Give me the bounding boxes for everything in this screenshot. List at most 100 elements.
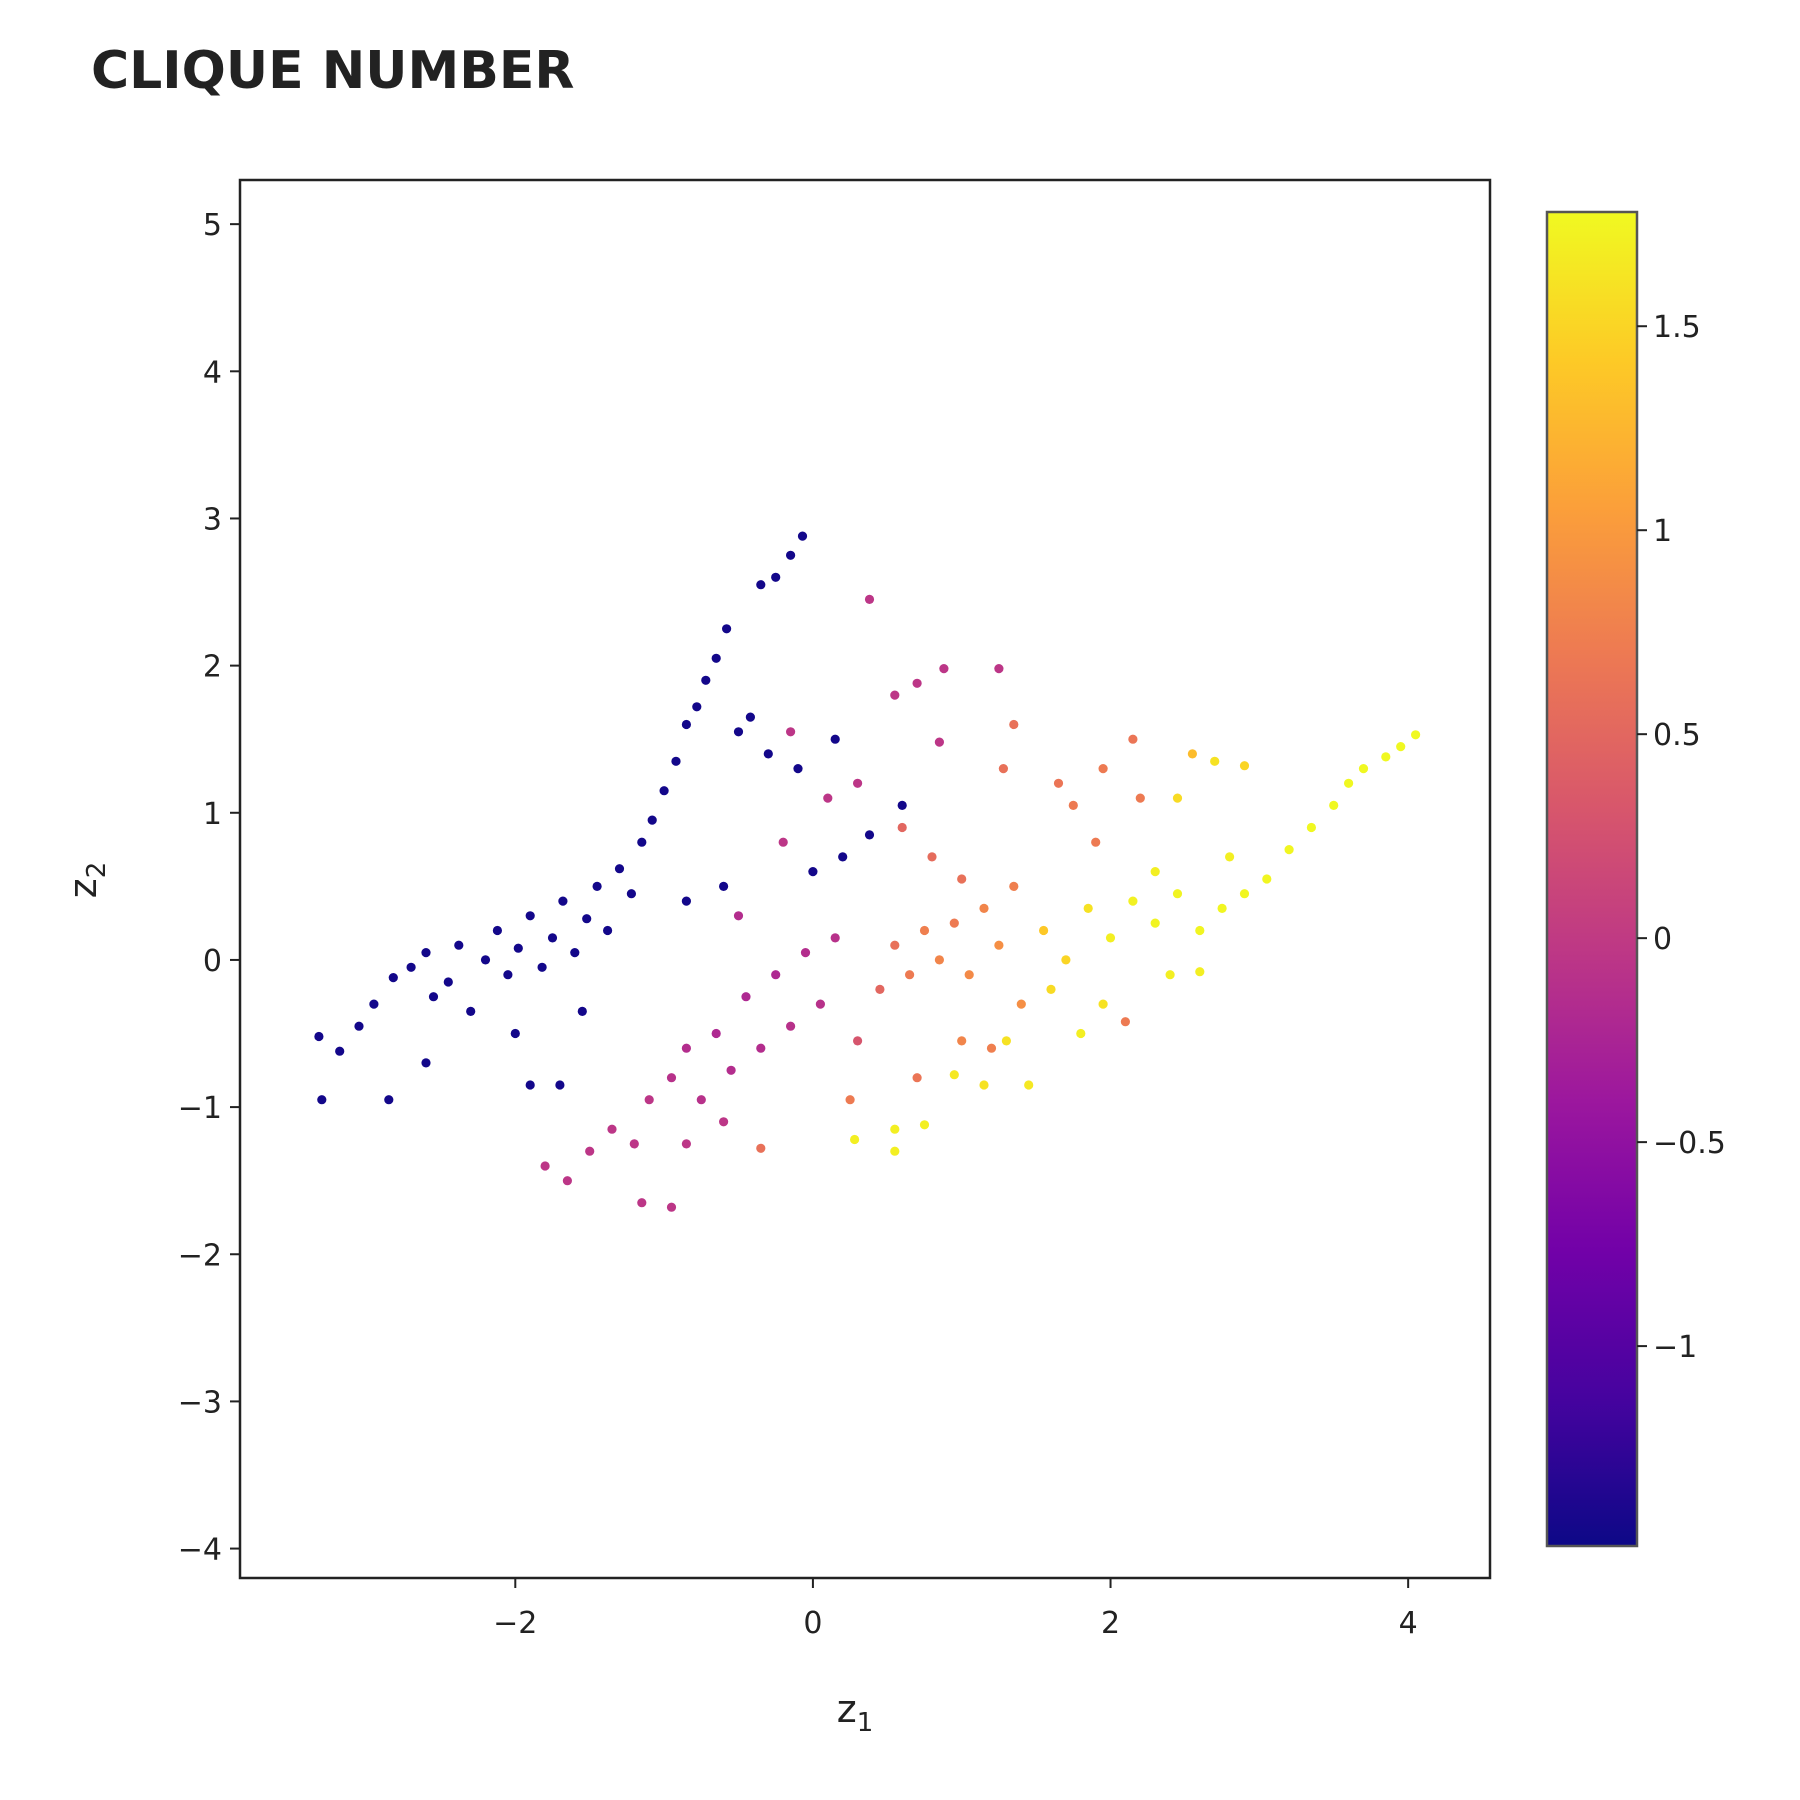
data-point — [1239, 761, 1250, 771]
data-point — [503, 970, 513, 980]
data-point — [582, 914, 592, 924]
data-point — [1083, 903, 1093, 914]
data-point — [335, 1046, 345, 1056]
data-point — [905, 970, 915, 980]
data-point — [1358, 764, 1369, 774]
data-point — [671, 756, 681, 766]
data-point — [1128, 734, 1138, 744]
data-point — [317, 1095, 327, 1105]
data-point — [540, 1161, 550, 1171]
data-point — [644, 1095, 654, 1105]
data-point — [1009, 719, 1019, 730]
data-point — [585, 1146, 595, 1156]
data-point — [830, 734, 840, 744]
data-point — [354, 1021, 364, 1031]
data-point — [934, 955, 945, 965]
data-point — [957, 874, 967, 884]
data-point — [369, 999, 379, 1009]
data-point — [1039, 925, 1049, 936]
data-point — [875, 984, 885, 995]
data-point — [510, 1028, 520, 1039]
data-point — [912, 1073, 922, 1083]
data-point — [1172, 793, 1183, 803]
data-point — [830, 933, 840, 943]
data-point — [466, 1006, 476, 1017]
data-point — [771, 970, 781, 980]
data-point — [454, 940, 464, 950]
data-point — [1076, 1028, 1086, 1039]
colorbar-tick-label: 1.5 — [1653, 310, 1701, 345]
data-point — [513, 943, 523, 953]
data-point — [853, 1036, 863, 1046]
data-point — [1150, 918, 1160, 928]
colorbar-tick-label: 1 — [1653, 514, 1672, 549]
y-tick-label: 4 — [203, 355, 222, 390]
x-tick-label: 0 — [803, 1606, 822, 1641]
data-point — [1396, 742, 1406, 752]
data-point — [562, 1176, 573, 1186]
colorbar-tick-label: −0.5 — [1653, 1126, 1726, 1161]
data-point — [1411, 730, 1421, 740]
data-point — [756, 1043, 766, 1053]
data-point — [1120, 1017, 1130, 1027]
data-point — [864, 594, 875, 605]
data-point — [1225, 852, 1235, 862]
data-point — [1105, 933, 1116, 943]
data-point — [786, 550, 796, 560]
y-axis: −4 −3 −2 −1 0 1 2 3 4 5 — [178, 208, 240, 1568]
data-point — [492, 925, 502, 936]
data-point — [890, 690, 900, 700]
data-point — [793, 764, 803, 774]
data-point — [786, 1021, 796, 1031]
data-point — [637, 837, 647, 847]
data-point — [733, 911, 744, 921]
data-point — [897, 800, 907, 811]
data-point — [733, 727, 744, 737]
data-point — [919, 925, 930, 936]
data-point — [815, 999, 826, 1009]
data-point — [756, 580, 766, 590]
data-point — [1135, 793, 1145, 803]
data-point — [1239, 889, 1250, 899]
data-point — [555, 1080, 565, 1090]
data-point — [692, 702, 702, 712]
data-point — [681, 896, 692, 906]
data-point — [853, 778, 863, 788]
data-point — [949, 918, 959, 928]
data-point — [949, 1070, 959, 1080]
data-point — [1210, 756, 1220, 766]
data-point — [979, 903, 989, 914]
data-point — [986, 1043, 997, 1053]
y-tick-label: −3 — [178, 1385, 222, 1420]
y-axis-title-main: z — [61, 878, 105, 898]
x-axis-title-main: z — [837, 1687, 857, 1731]
data-point — [979, 1080, 989, 1090]
x-axis: −2 0 2 4 — [493, 1578, 1418, 1641]
data-point — [480, 955, 491, 965]
data-point — [614, 864, 625, 874]
data-point — [626, 889, 637, 899]
data-point — [994, 664, 1004, 674]
data-point — [1195, 967, 1205, 977]
data-point — [964, 970, 974, 980]
data-point — [603, 925, 613, 936]
data-point — [666, 1073, 677, 1083]
colorbar-tick-label: 0.5 — [1653, 718, 1701, 753]
data-point — [778, 837, 788, 847]
colorbar-ticks: −1 −0.5 0 0.5 1 1.5 — [1637, 310, 1726, 1365]
data-point — [314, 1031, 324, 1042]
data-point — [558, 896, 568, 906]
colorbar-tick-label: 0 — [1653, 922, 1672, 957]
x-axis-title: z1 — [837, 1687, 874, 1738]
data-point — [537, 962, 547, 972]
data-point — [912, 678, 922, 688]
plot-area — [238, 178, 1492, 1580]
data-point — [577, 1006, 587, 1017]
x-axis-title-subscript: 1 — [857, 1708, 874, 1738]
data-point — [756, 1143, 766, 1153]
data-point — [850, 1134, 860, 1145]
data-point — [808, 867, 818, 877]
data-point — [659, 786, 669, 796]
data-point — [1306, 822, 1316, 833]
y-axis-title: z2 — [61, 862, 112, 899]
